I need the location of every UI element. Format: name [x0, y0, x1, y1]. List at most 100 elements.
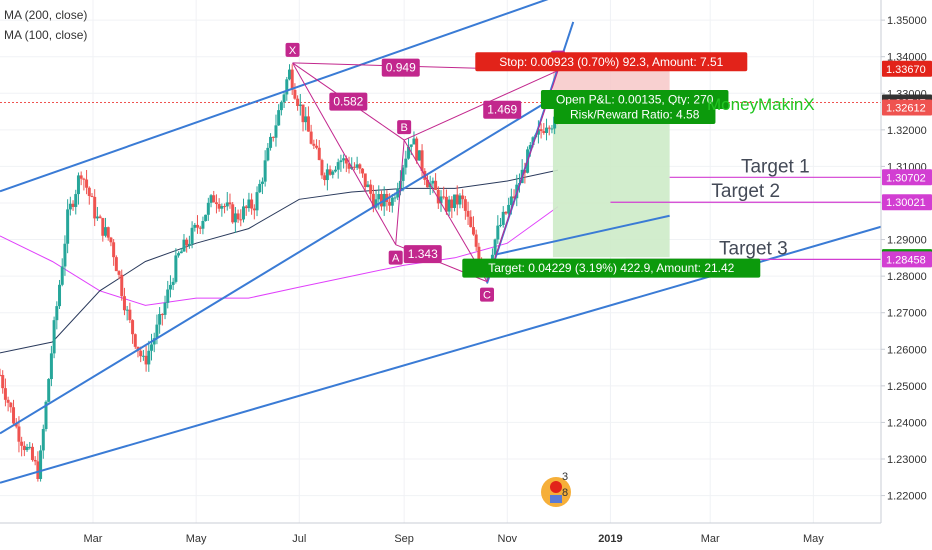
candle-body	[3, 388, 7, 400]
candle-body	[390, 197, 394, 206]
price-tag: 1.28458	[886, 254, 926, 266]
candle-body	[477, 246, 481, 260]
badge-flag	[550, 495, 562, 503]
candle-body	[282, 94, 286, 103]
candle-body	[417, 150, 421, 161]
candle-body	[325, 169, 329, 181]
candle-body	[401, 167, 405, 181]
candle-body	[550, 128, 554, 130]
candle-body	[285, 79, 289, 95]
candle-body	[461, 195, 465, 200]
candle-body	[444, 196, 448, 212]
candle-body	[496, 225, 500, 240]
candle-body	[293, 89, 297, 99]
price-tick-label: 1.29000	[887, 235, 927, 247]
risk-reward-label: Risk/Reward Ratio: 4.58	[570, 108, 700, 122]
ratio-label-box	[329, 92, 368, 111]
candle-body	[266, 147, 270, 161]
candle-body	[260, 181, 264, 184]
watermark: MoneyMakinX	[707, 95, 815, 114]
candle-body	[225, 202, 229, 207]
candle-body	[287, 69, 291, 80]
price-tick-label: 1.26000	[887, 344, 927, 356]
candle-body	[30, 446, 34, 460]
time-tick-label: Jul	[292, 533, 306, 545]
candle-body	[331, 171, 335, 175]
candle-body	[277, 110, 281, 126]
candle-body	[155, 324, 159, 339]
pattern-point-a: A	[392, 253, 400, 265]
candle-body	[214, 202, 218, 205]
candle-body	[1, 375, 5, 389]
legend-ma200: MA (200, close)	[4, 8, 87, 22]
pattern-point-b-marker	[397, 120, 412, 135]
candle-body	[358, 164, 362, 169]
candle-body	[255, 192, 259, 211]
candle-body	[144, 355, 148, 365]
candle-body	[425, 179, 429, 188]
candle-body	[501, 211, 505, 225]
target-label: Target: 0.04229 (3.19%) 422.9, Amount: 2…	[488, 261, 734, 275]
time-tick-label: Mar	[701, 533, 720, 545]
price-tag: 1.33670	[886, 64, 926, 76]
candle-body	[82, 178, 86, 180]
candle-body	[458, 195, 462, 205]
candle-body	[95, 216, 99, 219]
candle-body	[112, 242, 116, 258]
candle-body	[290, 69, 294, 90]
candle-body	[274, 125, 278, 138]
candle-body	[231, 204, 235, 223]
candle-body	[109, 237, 113, 243]
ma100-line	[0, 169, 559, 354]
candle-body	[98, 216, 102, 219]
brand-badge-icon[interactable]: 38	[541, 471, 571, 507]
candle-body	[212, 195, 216, 203]
candle-body	[471, 227, 475, 235]
candle-body	[217, 204, 221, 209]
candle-body	[377, 194, 381, 200]
candle-body	[436, 189, 440, 204]
ratio-label: 0.582	[333, 95, 363, 109]
candle-body	[252, 208, 256, 211]
target-zone	[552, 107, 670, 258]
candle-body	[407, 146, 411, 159]
candle-body	[509, 196, 513, 205]
candle-body	[122, 296, 126, 311]
candle-body	[507, 204, 511, 214]
candle-body	[0, 374, 2, 376]
badge-count-top: 3	[562, 471, 568, 483]
candle-body	[163, 302, 167, 315]
price-tick-label: 1.27000	[887, 308, 927, 320]
candle-body	[90, 195, 94, 197]
candle-body	[352, 166, 356, 168]
candle-body	[328, 169, 332, 175]
price-tag-bg	[882, 251, 932, 268]
candle-body	[420, 150, 424, 171]
ma200-line	[0, 206, 559, 306]
candle-body	[28, 446, 32, 448]
candle-body	[347, 163, 351, 169]
price-tick-label: 1.34000	[887, 52, 927, 64]
candle-body	[434, 180, 438, 190]
candle-body	[242, 206, 246, 220]
candle-body	[204, 214, 208, 221]
candle-body	[233, 213, 237, 223]
risk-reward-label-bg	[553, 105, 716, 125]
candle-body	[190, 227, 194, 244]
candle-body	[236, 213, 240, 220]
price-tick-label: 1.22000	[887, 491, 927, 503]
candle-body	[6, 399, 10, 403]
candle-body	[366, 184, 370, 188]
candle-body	[133, 334, 137, 347]
candle-body	[296, 98, 300, 106]
candle-body	[141, 355, 145, 357]
time-tick-label: Nov	[498, 533, 518, 545]
candle-body	[55, 306, 59, 321]
grid	[0, 0, 881, 523]
badge-dot-top	[550, 481, 562, 493]
time-tick-label: May	[186, 533, 207, 545]
candle-body	[453, 194, 457, 208]
candle-body	[247, 199, 251, 209]
candle-body	[361, 168, 365, 174]
